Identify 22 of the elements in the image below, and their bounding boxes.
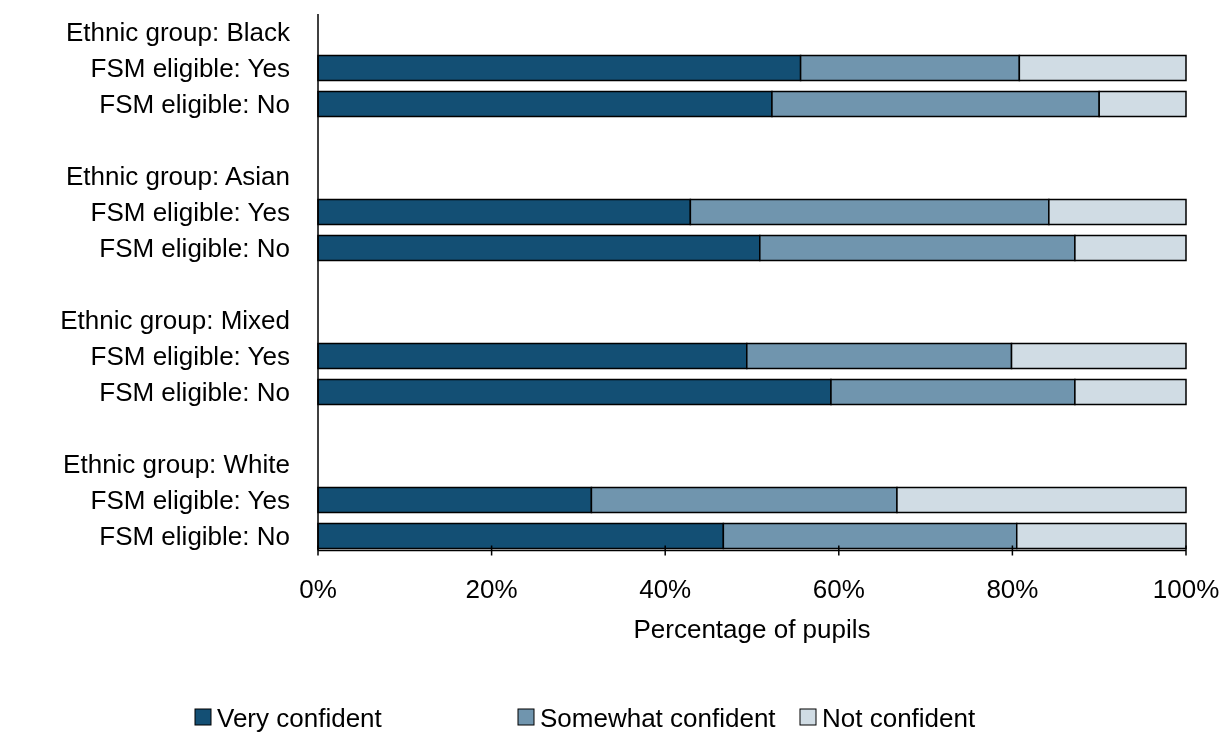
y-tick-label: FSM eligible: No bbox=[99, 377, 290, 407]
y-tick-label: FSM eligible: Yes bbox=[90, 341, 290, 371]
y-tick-label: Ethnic group: Black bbox=[65, 17, 291, 47]
x-tick-label: 60% bbox=[812, 573, 865, 604]
legend-label: Not confident bbox=[822, 703, 976, 733]
y-tick-label: Ethnic group: Mixed bbox=[60, 305, 290, 335]
y-tick-label: FSM eligible: No bbox=[99, 521, 290, 551]
x-tick-label: 40% bbox=[639, 573, 692, 604]
legend-label: Very confident bbox=[217, 703, 383, 733]
x-tick-label: 100% bbox=[1152, 573, 1220, 604]
x-tick-label: 0% bbox=[299, 573, 337, 604]
x-tick-label: 20% bbox=[465, 573, 518, 604]
x-axis-title: Percentage of pupils bbox=[633, 613, 871, 644]
y-tick-label: FSM eligible: Yes bbox=[90, 53, 290, 83]
y-tick-label: FSM eligible: Yes bbox=[90, 485, 290, 515]
y-tick-label: FSM eligible: Yes bbox=[90, 197, 290, 227]
y-tick-label: Ethnic group: Asian bbox=[65, 161, 290, 191]
x-tick-label: 80% bbox=[986, 573, 1039, 604]
y-tick-label: FSM eligible: No bbox=[99, 89, 290, 119]
y-tick-label: Ethnic group: White bbox=[63, 449, 290, 479]
legend-label: Somewhat confident bbox=[540, 703, 777, 733]
y-tick-label: FSM eligible: No bbox=[99, 233, 290, 263]
